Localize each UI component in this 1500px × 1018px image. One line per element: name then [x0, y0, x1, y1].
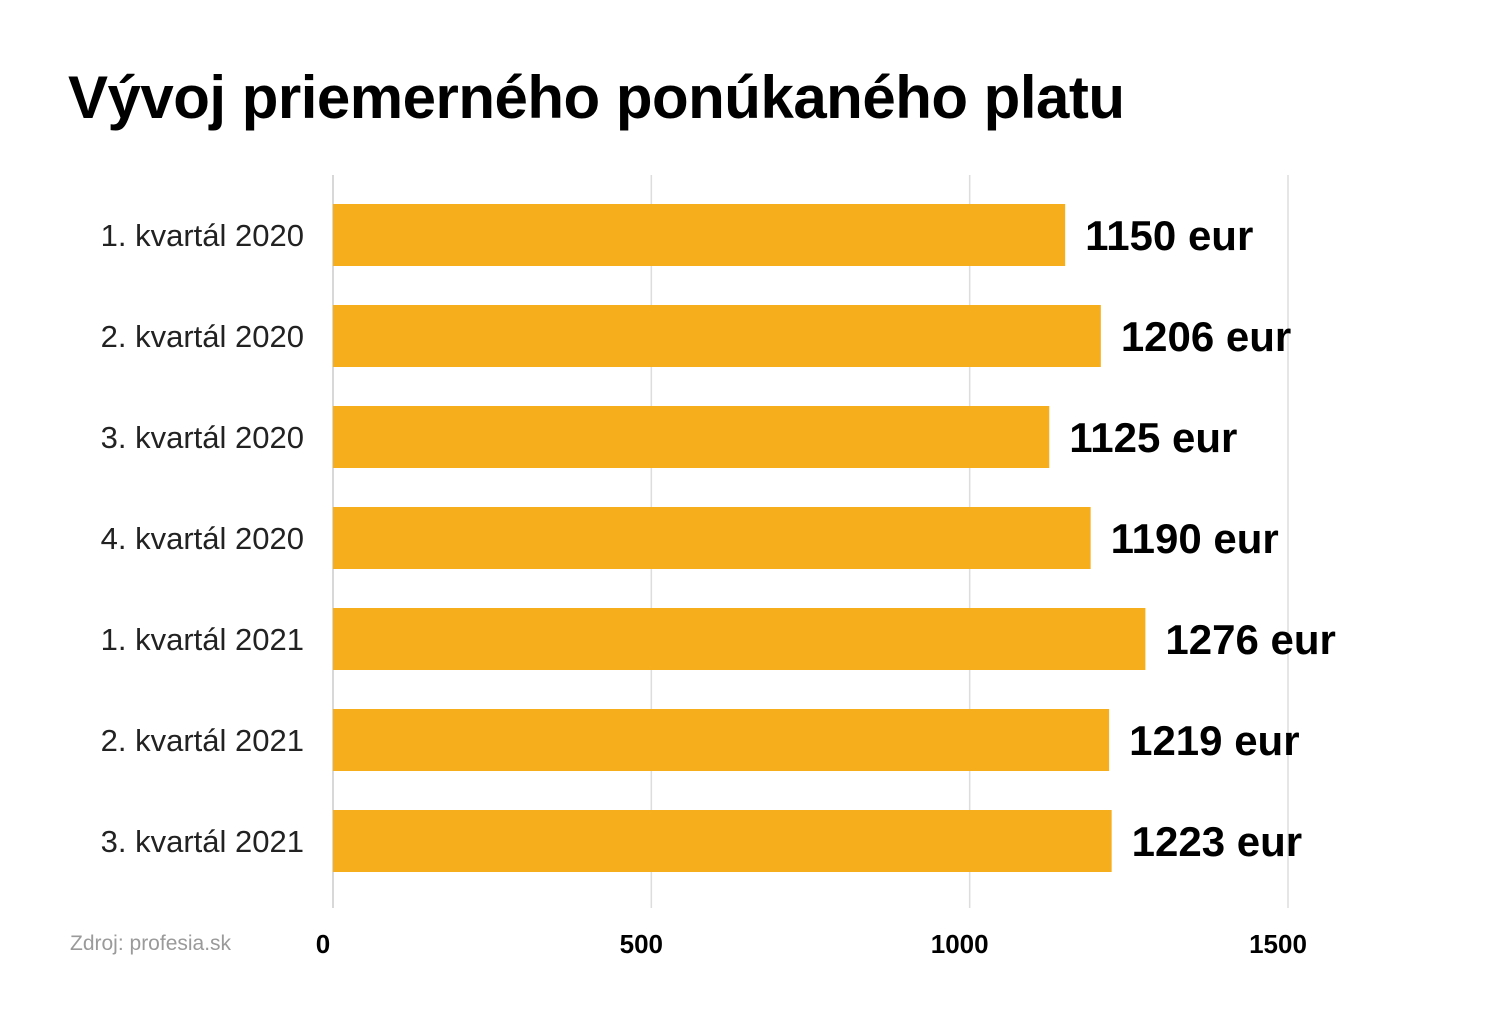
bar — [333, 507, 1091, 569]
value-label: 1206 eur — [1121, 313, 1291, 360]
value-label: 1276 eur — [1165, 616, 1335, 663]
bar — [333, 204, 1066, 266]
category-label: 4. kvartál 2020 — [101, 521, 304, 556]
value-label: 1223 eur — [1132, 818, 1302, 865]
x-tick-label: 1500 — [1249, 929, 1307, 959]
bar — [333, 608, 1146, 670]
x-tick-label: 1000 — [931, 929, 989, 959]
category-label: 2. kvartál 2021 — [101, 723, 304, 758]
category-label: 1. kvartál 2020 — [101, 218, 304, 253]
bar — [333, 305, 1101, 367]
source-note: Zdroj: profesia.sk — [70, 932, 232, 955]
bar — [333, 406, 1050, 468]
bar — [333, 810, 1112, 872]
value-label: 1190 eur — [1111, 515, 1279, 562]
value-label: 1219 eur — [1129, 717, 1299, 764]
chart-title: Vývoj priemerného ponúkaného platu — [68, 64, 1125, 131]
category-label: 2. kvartál 2020 — [101, 319, 304, 354]
value-labels: 1150 eur 1206 eur 1125 eur 1190 eur 1276 eur… — [1069, 212, 1336, 865]
category-labels: 1. kvartál 2020 2. kvartál 2020 3. kvartál… — [101, 218, 304, 859]
value-label: 1125 eur — [1069, 414, 1237, 461]
bar — [333, 709, 1110, 771]
bars — [333, 204, 1146, 872]
category-label: 1. kvartál 2021 — [101, 622, 304, 657]
x-tick-label: 0 — [316, 929, 330, 959]
x-axis-ticks: 0 500 1000 1500 — [316, 929, 1307, 959]
x-tick-label: 500 — [620, 929, 663, 959]
value-label: 1150 eur — [1085, 212, 1253, 259]
category-label: 3. kvartál 2021 — [101, 824, 304, 859]
category-label: 3. kvartál 2020 — [101, 420, 304, 455]
